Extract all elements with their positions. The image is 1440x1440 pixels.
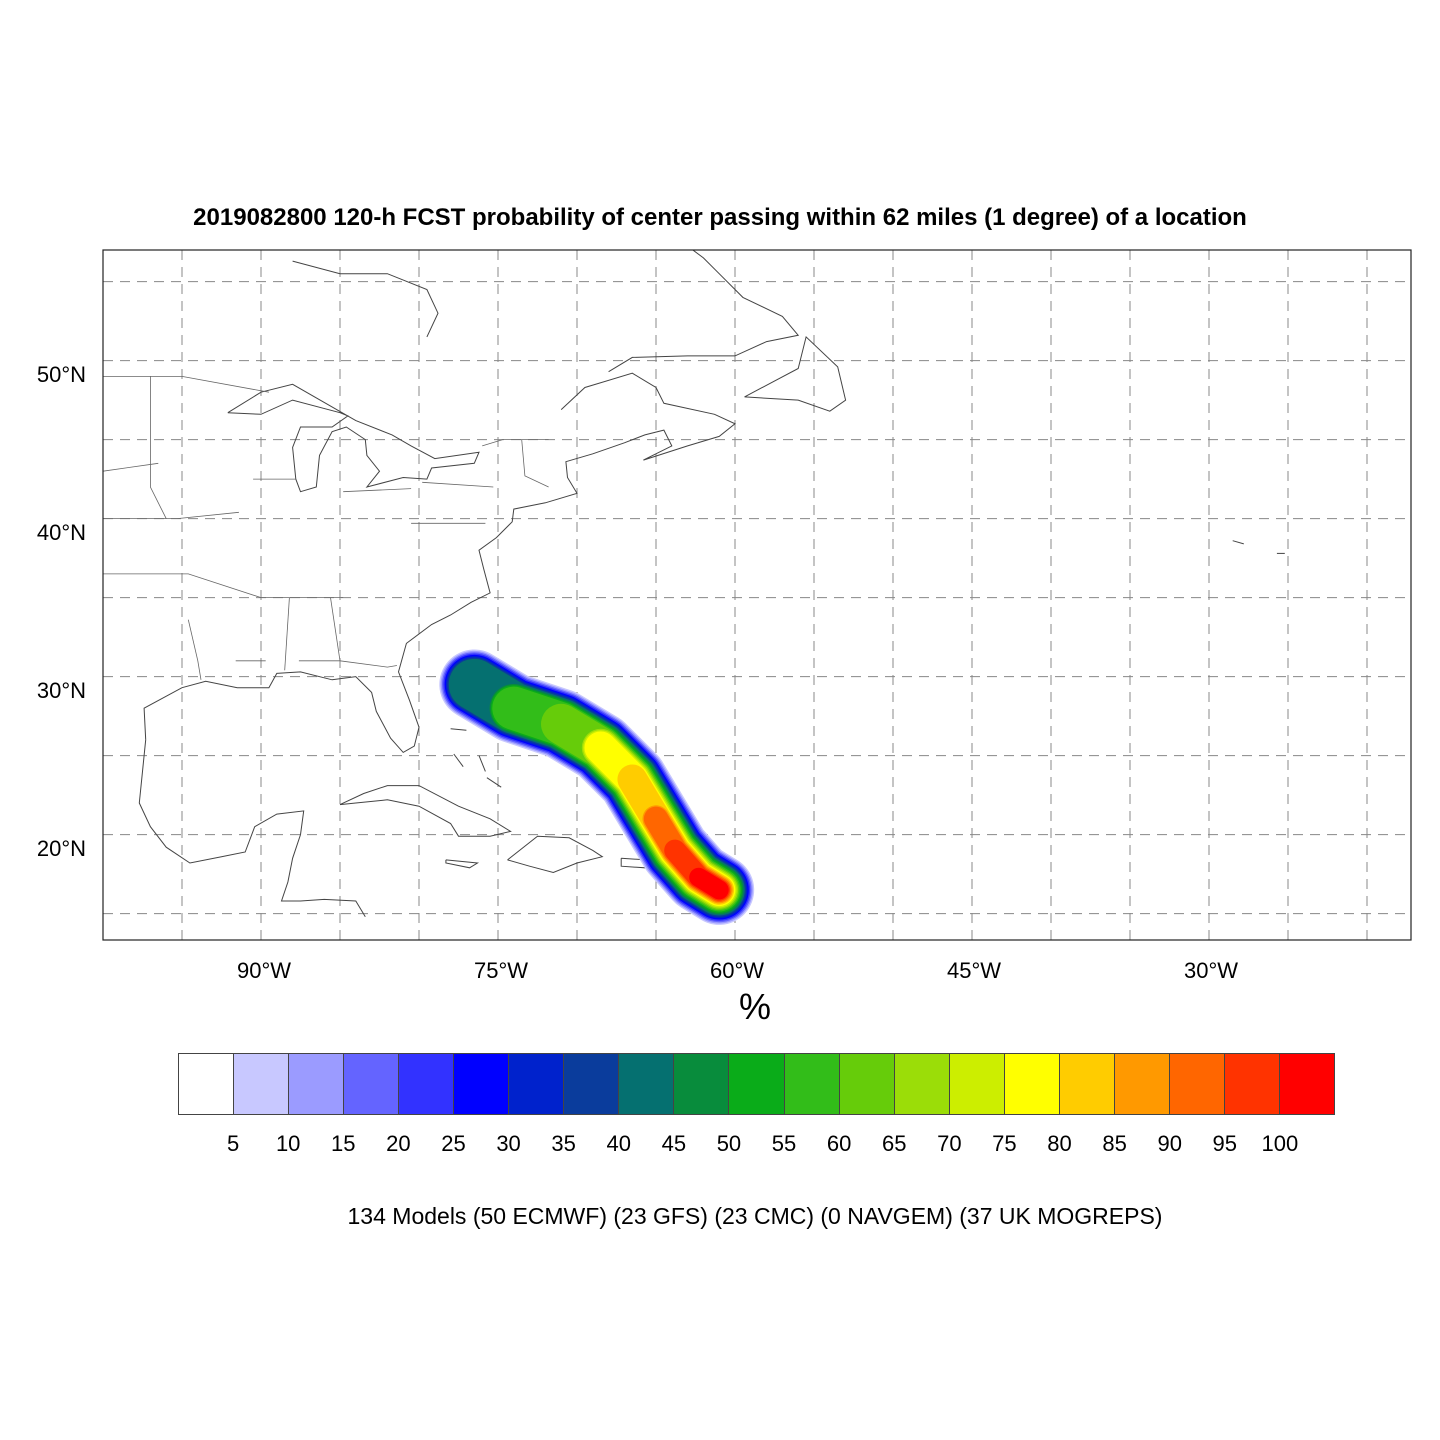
colorbar-tick-label: 95	[1212, 1131, 1238, 1156]
border-segment	[103, 375, 269, 393]
border-segment	[422, 481, 494, 488]
colorbar-swatch	[1004, 1054, 1060, 1114]
colorbar-tick-label: 35	[551, 1131, 576, 1156]
colorbar-swatch	[234, 1054, 290, 1114]
coastline-segment	[143, 372, 736, 754]
coastline-segment	[478, 755, 486, 772]
coastlines	[103, 250, 1285, 918]
probability-swath	[439, 649, 755, 925]
lon-label-30w: 30°W	[1183, 958, 1239, 983]
border-segment	[149, 376, 167, 519]
colorbar-swatch	[839, 1054, 895, 1114]
colorbar-tick-label: 30	[496, 1131, 521, 1156]
colorbar-swatch	[949, 1054, 1005, 1114]
colorbar-tick-label: 10	[275, 1131, 301, 1156]
chart-title: 2019082800 120-h FCST probability of cen…	[193, 204, 1247, 231]
coastline-segment	[507, 835, 604, 874]
coastline-segment	[339, 785, 512, 837]
colorbar-tick-label: 5	[226, 1131, 240, 1156]
lon-label-90w: 90°W	[236, 958, 292, 983]
colorbar-swatch	[454, 1054, 510, 1114]
map-background	[103, 250, 1411, 940]
colorbar	[178, 1053, 1335, 1115]
units-label: %	[738, 986, 771, 1027]
colorbar-tick-label: 20	[386, 1131, 411, 1156]
colorbar-swatch	[179, 1054, 235, 1114]
coastline-segment	[744, 335, 847, 412]
colorbar-tick-label: 100	[1261, 1131, 1299, 1156]
colorbar-swatch	[894, 1054, 950, 1114]
colorbar-tick-label: 15	[331, 1131, 356, 1156]
colorbar-swatch	[1114, 1054, 1170, 1114]
border-segment	[103, 511, 239, 519]
border-segment	[343, 488, 412, 493]
lon-label-45w: 45°W	[946, 958, 1002, 983]
map-frame	[102, 249, 1412, 941]
colorbar-tick-label: 50	[716, 1131, 742, 1156]
border-segment	[521, 439, 549, 488]
graticule	[103, 250, 1411, 940]
coastline-segment	[486, 777, 502, 788]
colorbar-swatch	[1224, 1054, 1280, 1114]
colorbar-swatch	[564, 1054, 620, 1114]
lon-label-60w: 60°W	[709, 958, 765, 983]
colorbar-swatch	[729, 1054, 785, 1114]
border-segment	[103, 462, 159, 472]
border-segment	[330, 597, 341, 661]
border-segment	[482, 439, 549, 447]
coastline-segment	[138, 739, 366, 918]
border-segment	[103, 573, 344, 598]
coastline-segment	[453, 753, 464, 767]
colorbar-tick-label: 55	[771, 1131, 797, 1156]
lat-label-30: 30°N	[36, 678, 86, 703]
colorbar-tick-label: 85	[1102, 1131, 1127, 1156]
colorbar-swatch	[399, 1054, 455, 1114]
lat-label-50: 50°N	[36, 362, 86, 387]
colorbar-tick-label: 40	[606, 1131, 631, 1156]
colorbar-swatch	[344, 1054, 400, 1114]
model-count-note: 134 Models (50 ECMWF) (23 GFS) (23 CMC) …	[347, 1203, 1163, 1229]
colorbar-tick-label: 75	[992, 1131, 1017, 1156]
coastline-segment	[227, 383, 480, 493]
colorbar-tick-label: 65	[881, 1131, 907, 1156]
lat-label-20: 20°N	[36, 836, 86, 861]
colorbar-swatch	[1279, 1054, 1334, 1114]
border-segment	[187, 619, 202, 680]
lat-label-40: 40°N	[36, 520, 86, 545]
coastline-segment	[608, 250, 800, 373]
colorbar-swatch	[1169, 1054, 1225, 1114]
colorbar-swatch	[289, 1054, 345, 1114]
colorbar-tick-label: 70	[937, 1131, 962, 1156]
border-segment	[284, 597, 290, 671]
colorbar-swatch	[509, 1054, 565, 1114]
colorbar-tick-label: 45	[661, 1131, 687, 1156]
colorbar-swatch	[784, 1054, 840, 1114]
coastline-segment	[1232, 540, 1244, 545]
colorbar-swatch	[619, 1054, 675, 1114]
lon-label-75w: 75°W	[473, 958, 529, 983]
colorbar-tick-label: 25	[441, 1131, 466, 1156]
colorbar-swatch	[674, 1054, 730, 1114]
colorbar-tick-label: 60	[826, 1131, 852, 1156]
coastline-segment	[445, 859, 480, 869]
colorbar-swatch	[1059, 1054, 1115, 1114]
colorbar-tick-label: 90	[1157, 1131, 1182, 1156]
coastline-segment	[450, 728, 467, 731]
border-segment	[298, 660, 397, 668]
probability-contour-100	[689, 867, 729, 900]
coastline-segment	[292, 260, 439, 338]
colorbar-tick-label: 80	[1047, 1131, 1072, 1156]
